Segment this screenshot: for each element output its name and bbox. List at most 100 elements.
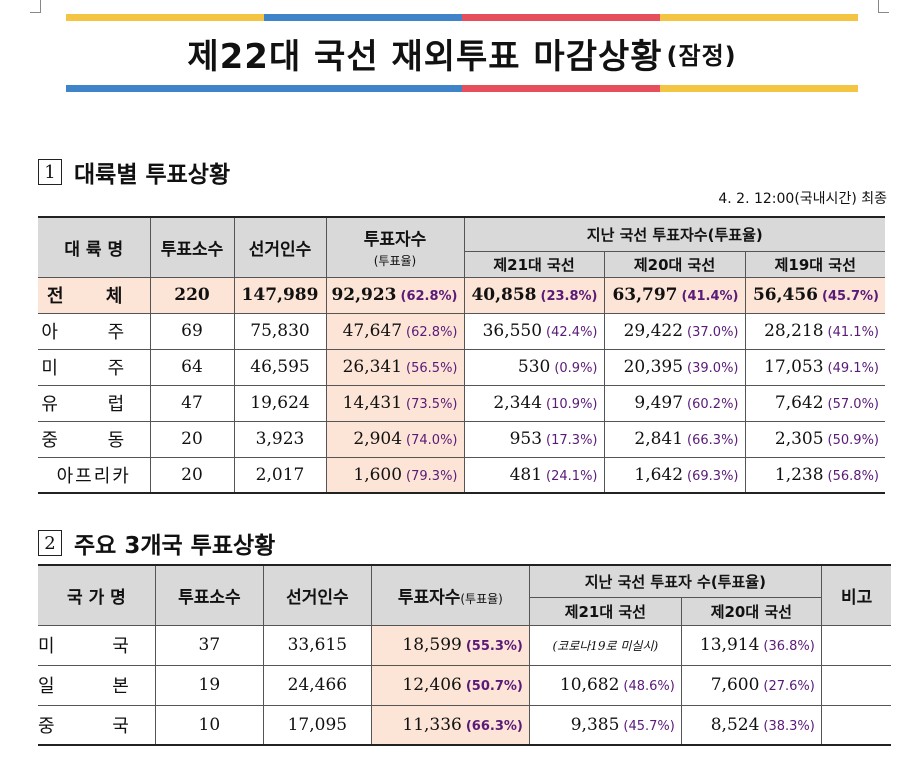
row-e21: 10,682 (48.6%)	[528, 664, 682, 706]
table-row: 일 본 19 24,466 12,406 (50.7%) 10,682 (48.6%…	[38, 664, 892, 706]
row-e21: 9,385 (45.7%)	[528, 704, 682, 746]
e20-value: 63,797	[612, 285, 678, 305]
stripe-segment	[66, 14, 264, 21]
e20-value: 8,524	[710, 714, 760, 735]
row-e20: 63,797 (41.4%)	[603, 276, 746, 314]
header-voters: 투표자수(투표율)	[370, 564, 530, 626]
e19-value: 1,238	[774, 464, 824, 485]
voters-rate: (62.8%)	[406, 325, 458, 340]
e21-rate: (42.4%)	[546, 325, 598, 340]
voters-value: 92,923	[331, 285, 397, 305]
e20-rate: (37.0%)	[687, 325, 739, 340]
stripe-segment	[660, 85, 858, 92]
row-e20: 29,422 (37.0%)	[603, 312, 746, 350]
e19-value: 7,642	[774, 393, 824, 413]
e20-rate: (27.6%)	[763, 679, 815, 694]
banner-stripe-bottom	[66, 85, 858, 92]
e19-value: 2,305	[774, 429, 824, 449]
e21-value: 481	[509, 464, 543, 485]
row-e19: 1,238 (56.8%)	[744, 456, 885, 494]
e20-rate: (69.3%)	[687, 468, 739, 484]
e20-rate: (66.3%)	[687, 433, 739, 448]
banner-stripe-top	[66, 14, 858, 21]
header-e20: 제20대 국선	[603, 250, 746, 278]
section1-title: 대륙별 투표상황	[74, 162, 231, 188]
row-stations: 37	[154, 624, 264, 666]
voters-rate: (62.8%)	[400, 289, 458, 304]
row-region: 중 동	[38, 420, 151, 458]
e21-note: (코로나19로 미실시)	[552, 639, 659, 653]
row-voters: 14,431 (73.5%)	[325, 384, 465, 422]
header-electors: 선거인수	[262, 564, 372, 626]
table-row: 아 주 69 75,830 47,647 (62.8%) 36,550 (42.4%…	[38, 312, 885, 350]
e20-value: 13,914	[699, 635, 760, 655]
e19-rate: (49.1%)	[827, 361, 879, 376]
continent-vote-table: 대 륙 명 투표소수 선거인수 투표자수 (투표율) 지난 국선 투표자수(투표…	[38, 216, 885, 494]
row-e20: 8,524 (38.3%)	[680, 704, 822, 746]
e21-rate: (17.3%)	[546, 433, 598, 448]
e21-value: 36,550	[482, 321, 543, 341]
stripe-segment	[264, 85, 462, 92]
e21-rate: (45.7%)	[623, 718, 675, 734]
header-electors: 선거인수	[233, 216, 327, 278]
e21-rate: (23.8%)	[540, 289, 598, 304]
e21-value: 530	[517, 357, 551, 377]
e19-rate: (41.1%)	[827, 325, 879, 340]
row-country: 일 본	[38, 664, 156, 706]
row-e21: (코로나19로 미실시)	[528, 624, 682, 666]
header-voters-label: 투표자수	[397, 587, 461, 608]
section1-number-box: 1	[38, 159, 62, 185]
title-suffix: (잠정)	[666, 41, 737, 70]
header-past-elections: 지난 국선 투표자수(투표율)	[463, 216, 885, 252]
row-region: 아 주	[38, 312, 151, 350]
row-e21: 530 (0.9%)	[463, 348, 605, 386]
e19-rate: (50.9%)	[827, 433, 879, 448]
row-voters: 18,599 (55.3%)	[370, 624, 530, 666]
header-voters-label: 투표자수	[363, 230, 427, 251]
page-corner-mark-right	[878, 0, 889, 13]
row-e19: 56,456 (45.7%)	[744, 276, 885, 314]
e21-value: 40,858	[471, 285, 537, 305]
row-electors: 24,466	[262, 664, 372, 706]
e20-rate: (38.3%)	[763, 718, 815, 734]
row-e19: 2,305 (50.9%)	[744, 420, 885, 458]
section2-heading: 2 주요 3개국 투표상황	[38, 526, 275, 560]
row-e20: 13,914 (36.8%)	[680, 624, 822, 666]
voters-rate: (73.5%)	[406, 397, 458, 412]
e20-rate: (36.8%)	[763, 639, 815, 654]
row-stations: 47	[149, 384, 235, 422]
row-voters: 2,904 (74.0%)	[325, 420, 465, 458]
e19-rate: (57.0%)	[827, 397, 879, 412]
row-remarks	[820, 664, 892, 706]
voters-rate: (79.3%)	[406, 468, 458, 484]
row-electors: 19,624	[233, 384, 327, 422]
row-region: 전 체	[38, 276, 151, 314]
header-remarks: 비고	[820, 564, 892, 626]
e21-rate: (0.9%)	[554, 361, 598, 376]
header-region: 대 륙 명	[38, 216, 151, 278]
e20-rate: (60.2%)	[687, 397, 739, 412]
row-e21: 36,550 (42.4%)	[463, 312, 605, 350]
row-stations: 20	[149, 420, 235, 458]
header-past-elections: 지난 국선 투표자 수(투표율)	[528, 564, 822, 598]
table-row: 중 국 10 17,095 11,336 (66.3%) 9,385 (45.7%)…	[38, 704, 892, 746]
e21-value: 2,344	[493, 393, 543, 413]
page-corner-mark-left	[30, 0, 41, 13]
e19-value: 17,053	[764, 357, 824, 377]
voters-rate: (56.5%)	[406, 361, 458, 376]
row-region: 미 주	[38, 348, 151, 386]
row-country: 미 국	[38, 624, 156, 666]
row-stations: 220	[149, 276, 235, 314]
e21-value: 953	[509, 429, 543, 449]
header-country: 국 가 명	[38, 564, 156, 626]
row-electors: 17,095	[262, 704, 372, 746]
header-stations: 투표소수	[149, 216, 235, 278]
voters-value: 2,904	[353, 429, 403, 449]
stripe-segment	[462, 14, 660, 21]
e20-value: 1,642	[634, 464, 684, 485]
row-e20: 1,642 (69.3%)	[603, 456, 746, 494]
e20-rate: (41.4%)	[681, 289, 739, 304]
voters-value: 47,647	[342, 321, 403, 341]
e20-value: 9,497	[634, 393, 684, 413]
row-e21: 481 (24.1%)	[463, 456, 605, 494]
